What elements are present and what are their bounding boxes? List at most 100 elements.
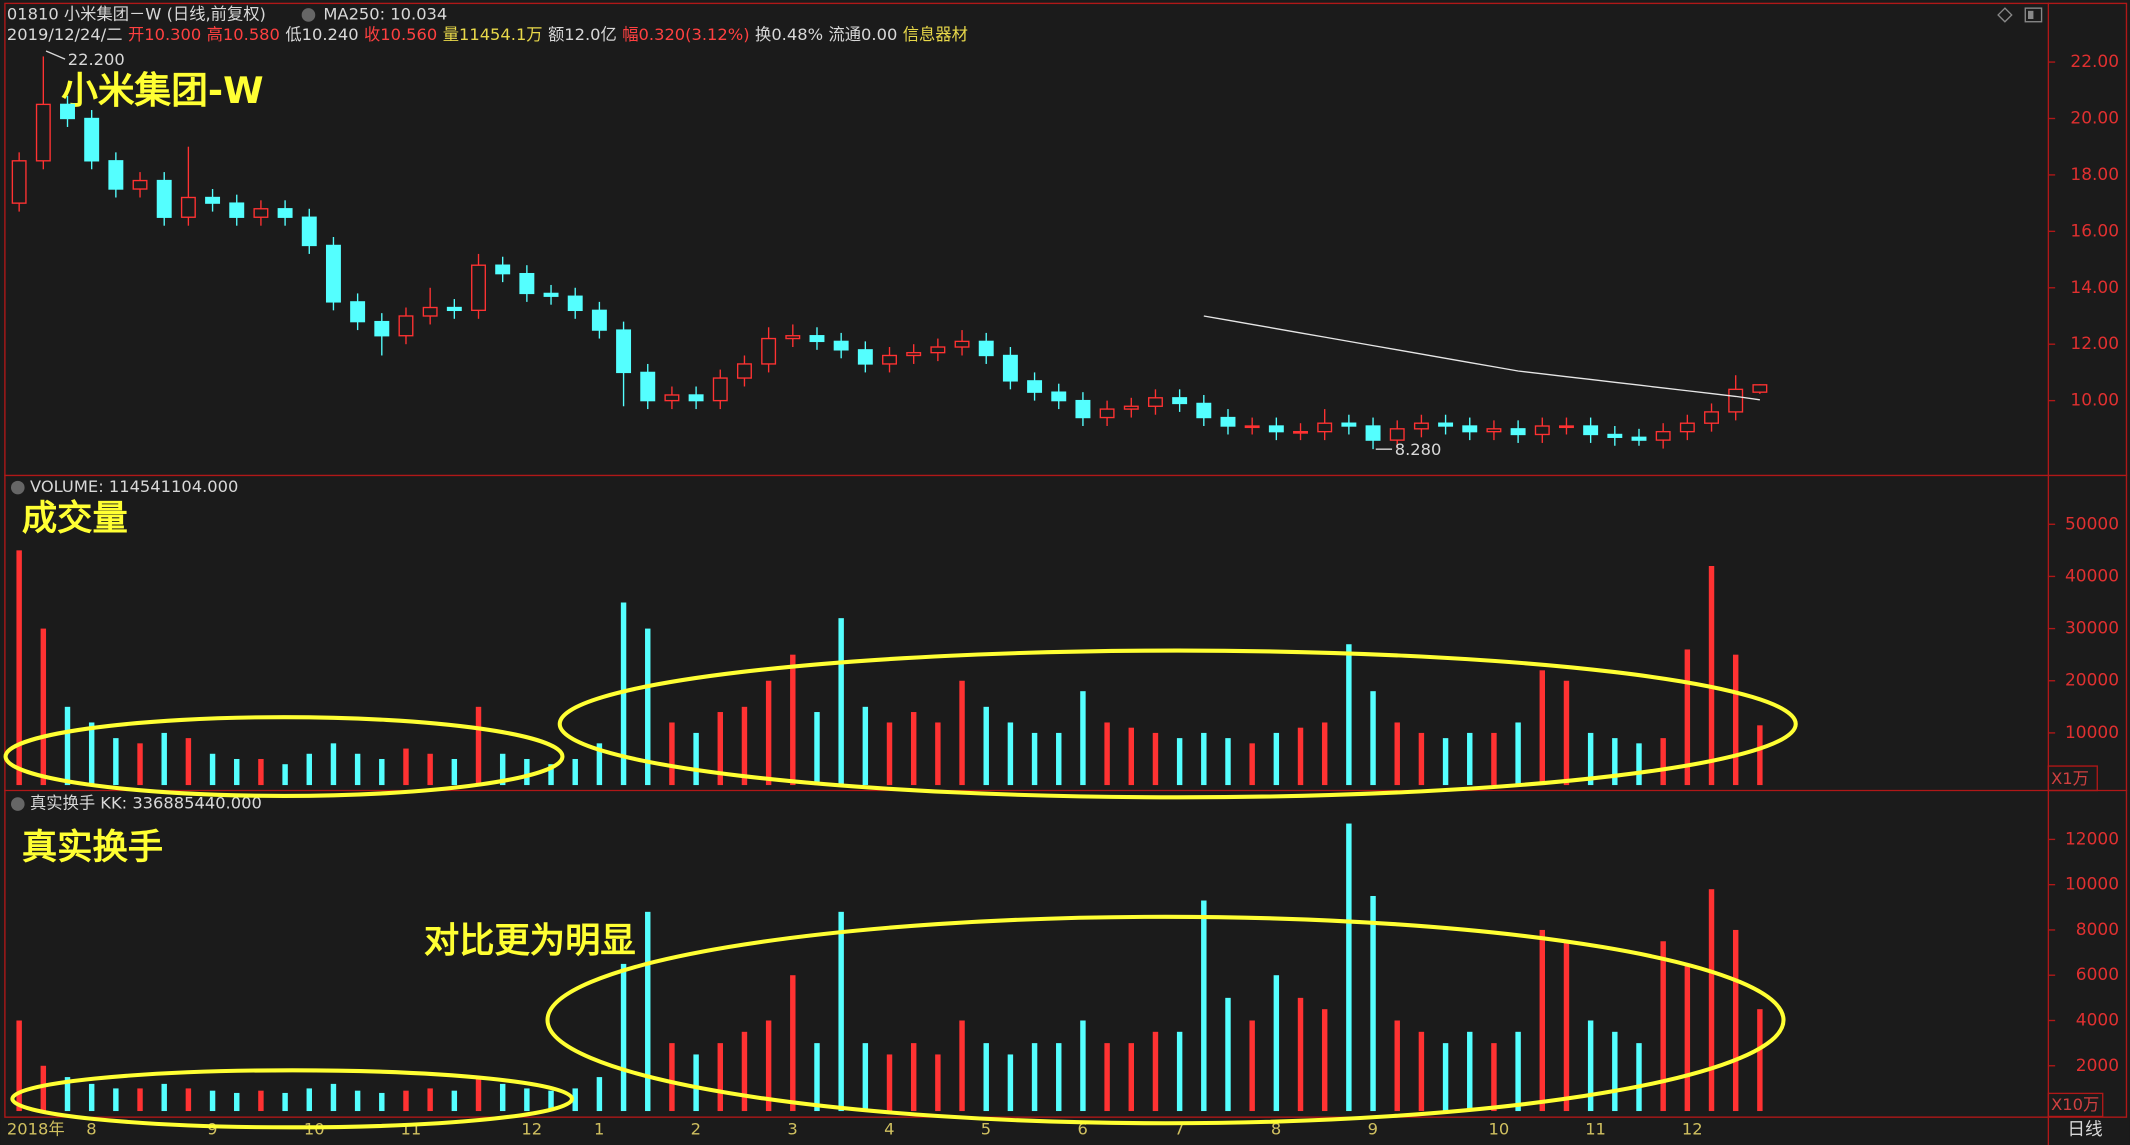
bar <box>1442 738 1449 786</box>
bar <box>910 712 917 786</box>
candle-body <box>712 377 728 402</box>
bar <box>499 1083 506 1112</box>
bar <box>645 628 651 786</box>
bar <box>1418 732 1425 786</box>
bar <box>596 743 603 786</box>
bar <box>64 706 71 786</box>
toggle[interactable] <box>11 480 25 495</box>
candle-body <box>882 354 897 365</box>
candle-body <box>374 320 390 337</box>
y-tick-label: 10.00 <box>2070 391 2119 411</box>
bar <box>354 1090 361 1112</box>
info-item: 幅0.320(3.12%) <box>622 25 749 44</box>
bar <box>838 911 844 1112</box>
bar <box>1225 997 1231 1112</box>
candle-body <box>1752 384 1768 393</box>
candle-body <box>301 216 317 247</box>
bar <box>403 748 409 786</box>
candle-body <box>60 103 75 120</box>
candle-body <box>1317 422 1333 433</box>
y-tick-label: 12.00 <box>2070 334 2119 354</box>
bar <box>1297 727 1304 786</box>
y-tick-label: 2000 <box>2076 1056 2119 1076</box>
toggle[interactable] <box>301 8 316 22</box>
y-tick-label: 10000 <box>2065 723 2119 743</box>
bar <box>814 712 820 786</box>
bar <box>379 1092 385 1112</box>
y-tick-label: 4000 <box>2076 1010 2119 1030</box>
bar <box>765 1020 772 1112</box>
candle-body <box>84 117 100 162</box>
x-tick-label: 11 <box>1585 1120 1606 1139</box>
info-item: 2019/12/24/二 <box>7 25 123 44</box>
bar <box>1273 975 1280 1112</box>
bar <box>959 680 965 786</box>
bar <box>548 764 554 786</box>
annotation: 小米集团-W <box>61 69 263 112</box>
bar <box>185 738 192 786</box>
bar <box>258 758 264 786</box>
y-tick-label: 18.00 <box>2070 165 2119 185</box>
window-icons <box>1997 7 2043 23</box>
icon[interactable] <box>1997 7 2013 23</box>
bar <box>1080 691 1086 786</box>
bar <box>572 758 578 786</box>
x-tick-label: 4 <box>884 1120 894 1139</box>
bar <box>1612 738 1618 786</box>
bar <box>1467 1031 1473 1112</box>
bar <box>1491 1043 1497 1112</box>
max-arrow <box>45 50 66 60</box>
bar <box>427 1088 433 1112</box>
candle-body <box>906 351 922 357</box>
bar <box>330 743 337 786</box>
bar <box>790 975 796 1112</box>
candle-body <box>1534 425 1550 436</box>
x-tick-label: 12 <box>521 1120 542 1139</box>
bar <box>1152 1031 1159 1112</box>
annotation: 对比更为明显 <box>424 921 636 962</box>
bar <box>1394 722 1400 786</box>
bar <box>306 753 312 786</box>
bar <box>1587 1020 1594 1112</box>
candle-body <box>1196 402 1212 419</box>
candle-body <box>1583 425 1599 436</box>
candle-body <box>1075 399 1091 419</box>
bar <box>1757 725 1763 786</box>
y-tick-label: 40000 <box>2065 566 2119 586</box>
bar <box>1660 941 1666 1112</box>
turnover-title: 真实换手 KK: 336885440.000 <box>30 794 262 813</box>
candle-body <box>591 309 607 331</box>
ellipse <box>545 914 1786 1126</box>
bar <box>427 753 433 786</box>
info-item: 额12.0亿 <box>548 25 617 44</box>
bar <box>1104 1043 1110 1112</box>
bar <box>1225 738 1231 786</box>
candle-body <box>1510 428 1526 436</box>
bar <box>1056 732 1062 786</box>
bar <box>1636 1043 1642 1112</box>
candle-body <box>1704 411 1719 424</box>
candle-body <box>640 371 656 402</box>
bar <box>1732 929 1739 1112</box>
bar <box>669 722 675 786</box>
candle-body <box>1244 425 1260 429</box>
unit-label: X1万 <box>2051 769 2089 788</box>
toggle[interactable] <box>11 797 25 811</box>
bar <box>282 1092 288 1112</box>
candle-body <box>1607 433 1623 438</box>
y-tick-label: 12000 <box>2065 829 2119 849</box>
bar <box>88 1083 95 1112</box>
x-tick-label: 2 <box>691 1120 701 1139</box>
icon[interactable] <box>2024 7 2043 23</box>
bar <box>1539 929 1546 1112</box>
bar <box>693 732 699 786</box>
y-tick-label: 30000 <box>2065 619 2119 639</box>
bar <box>64 1077 71 1112</box>
bar <box>524 758 530 786</box>
bar <box>1007 1054 1014 1112</box>
candle-body <box>1172 397 1188 405</box>
candle-body <box>1389 428 1405 441</box>
y-tick-label: 16.00 <box>2070 221 2119 241</box>
bar <box>1370 691 1376 786</box>
bar <box>1346 823 1352 1112</box>
